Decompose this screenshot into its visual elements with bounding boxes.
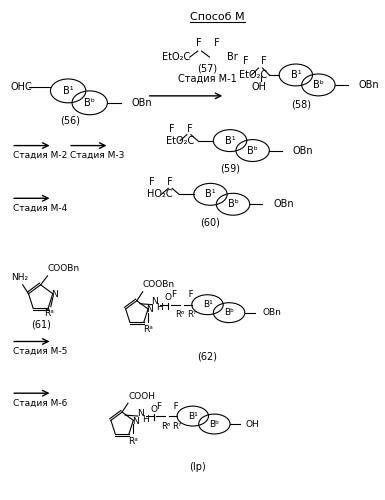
Text: OBn: OBn bbox=[293, 146, 313, 156]
Text: HO₂C: HO₂C bbox=[147, 190, 172, 200]
Text: O: O bbox=[150, 404, 157, 413]
Text: OH: OH bbox=[246, 420, 259, 428]
Text: COOBn: COOBn bbox=[143, 280, 175, 289]
Text: Стадия М-3: Стадия М-3 bbox=[70, 151, 124, 160]
Text: OBn: OBn bbox=[273, 200, 294, 209]
Text: B¹: B¹ bbox=[188, 412, 198, 420]
Text: NH₂: NH₂ bbox=[11, 274, 28, 282]
Text: F    F: F F bbox=[172, 290, 194, 299]
Text: (57): (57) bbox=[198, 63, 218, 73]
Text: Br: Br bbox=[227, 52, 238, 62]
Text: Стадия М-1: Стадия М-1 bbox=[178, 74, 237, 84]
Text: COOH: COOH bbox=[128, 392, 155, 400]
Text: H: H bbox=[142, 414, 149, 424]
Text: Rᵃ: Rᵃ bbox=[128, 436, 138, 446]
Text: Стадия М-6: Стадия М-6 bbox=[13, 398, 67, 407]
Text: R⁶: R⁶ bbox=[161, 422, 170, 430]
Text: B¹: B¹ bbox=[63, 86, 74, 96]
Text: O: O bbox=[165, 293, 172, 302]
Text: Bᵇ: Bᵇ bbox=[84, 98, 95, 108]
Text: (56): (56) bbox=[60, 116, 80, 126]
Text: OBn: OBn bbox=[132, 98, 152, 108]
Text: Стадия М-2: Стадия М-2 bbox=[13, 151, 67, 160]
Text: (61): (61) bbox=[31, 320, 50, 330]
Text: Стадия М-5: Стадия М-5 bbox=[13, 347, 67, 356]
Text: F    F: F F bbox=[196, 38, 219, 48]
Text: (60): (60) bbox=[201, 217, 220, 227]
Text: B¹: B¹ bbox=[205, 190, 216, 200]
Text: H: H bbox=[156, 303, 163, 312]
Text: R⁶: R⁶ bbox=[176, 310, 185, 319]
Text: N: N bbox=[147, 306, 153, 314]
Text: N: N bbox=[51, 290, 58, 299]
Text: EtO₂C: EtO₂C bbox=[239, 70, 267, 80]
Text: R⁷: R⁷ bbox=[187, 310, 196, 319]
Text: OH: OH bbox=[251, 82, 266, 92]
Text: (58): (58) bbox=[291, 100, 311, 110]
Text: F    F: F F bbox=[149, 178, 173, 188]
Text: Способ М: Способ М bbox=[190, 12, 244, 22]
Text: Bᵇ: Bᵇ bbox=[228, 200, 238, 209]
Text: OBn: OBn bbox=[359, 80, 379, 90]
Text: N: N bbox=[132, 417, 139, 426]
Text: Bᵇ: Bᵇ bbox=[313, 80, 324, 90]
Text: EtO₂C: EtO₂C bbox=[162, 52, 190, 62]
Text: N: N bbox=[137, 408, 144, 418]
Text: Bᵇ: Bᵇ bbox=[247, 146, 258, 156]
Text: (59): (59) bbox=[220, 164, 240, 173]
Text: F    F: F F bbox=[243, 56, 266, 66]
Text: B¹: B¹ bbox=[291, 70, 301, 80]
Text: F    F: F F bbox=[169, 124, 193, 134]
Text: COOBn: COOBn bbox=[47, 264, 80, 274]
Text: OHC: OHC bbox=[10, 82, 32, 92]
Text: B¹: B¹ bbox=[225, 136, 235, 145]
Text: EtO₂C: EtO₂C bbox=[166, 136, 194, 145]
Text: (Ip): (Ip) bbox=[189, 462, 206, 472]
Text: Bᵇ: Bᵇ bbox=[224, 308, 234, 317]
Text: N: N bbox=[152, 297, 158, 306]
Text: Стадия М-4: Стадия М-4 bbox=[13, 204, 67, 212]
Text: Bᵇ: Bᵇ bbox=[209, 420, 219, 428]
Text: F    F: F F bbox=[157, 402, 179, 410]
Text: OBn: OBn bbox=[263, 308, 281, 317]
Text: R⁷: R⁷ bbox=[172, 422, 182, 430]
Text: (62): (62) bbox=[198, 352, 218, 362]
Text: Rᵃ: Rᵃ bbox=[44, 309, 54, 318]
Text: B¹: B¹ bbox=[203, 300, 213, 309]
Text: Rᵃ: Rᵃ bbox=[143, 326, 153, 334]
